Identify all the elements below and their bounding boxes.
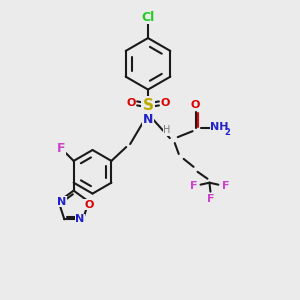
- Text: F: F: [207, 194, 214, 203]
- Text: Cl: Cl: [141, 11, 154, 24]
- Text: NH: NH: [210, 122, 229, 132]
- Text: F: F: [221, 181, 229, 191]
- Text: O: O: [84, 200, 93, 209]
- Text: 2: 2: [224, 128, 230, 137]
- Text: N: N: [75, 214, 85, 224]
- Text: O: O: [191, 100, 200, 110]
- Text: S: S: [142, 98, 154, 113]
- Text: F: F: [190, 181, 197, 191]
- Text: H: H: [163, 125, 170, 135]
- Text: N: N: [143, 113, 153, 126]
- Text: N: N: [57, 196, 66, 207]
- Text: O: O: [127, 98, 136, 108]
- Text: F: F: [56, 142, 65, 154]
- Text: O: O: [160, 98, 170, 108]
